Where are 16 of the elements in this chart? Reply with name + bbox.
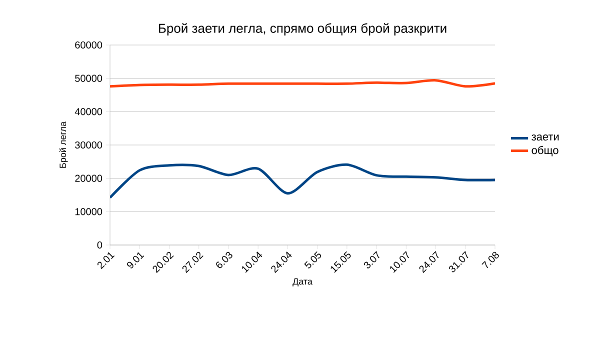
y-tick-label: 0: [97, 241, 102, 249]
line-series: [110, 163, 496, 199]
y-tick-label: 60000: [75, 41, 102, 49]
y-axis-title: Брой легла: [59, 121, 68, 168]
legend-label: общо: [532, 146, 558, 156]
y-tick-label: 40000: [74, 108, 102, 116]
chart-title: Брой заети легла, спрямо общия брой разкрити: [158, 23, 446, 36]
legend-label: заети: [532, 134, 559, 141]
x-tick-label: 7.08: [482, 252, 499, 268]
y-tick-label: 50000: [75, 74, 102, 82]
x-tick-label: 9.01: [127, 252, 144, 268]
x-axis-title: Дата: [292, 278, 312, 286]
y-tick-label: 20000: [75, 174, 102, 182]
y-tick-label: 30000: [75, 141, 102, 149]
y-tick-label: 10000: [75, 208, 102, 216]
line-series: [110, 79, 496, 88]
